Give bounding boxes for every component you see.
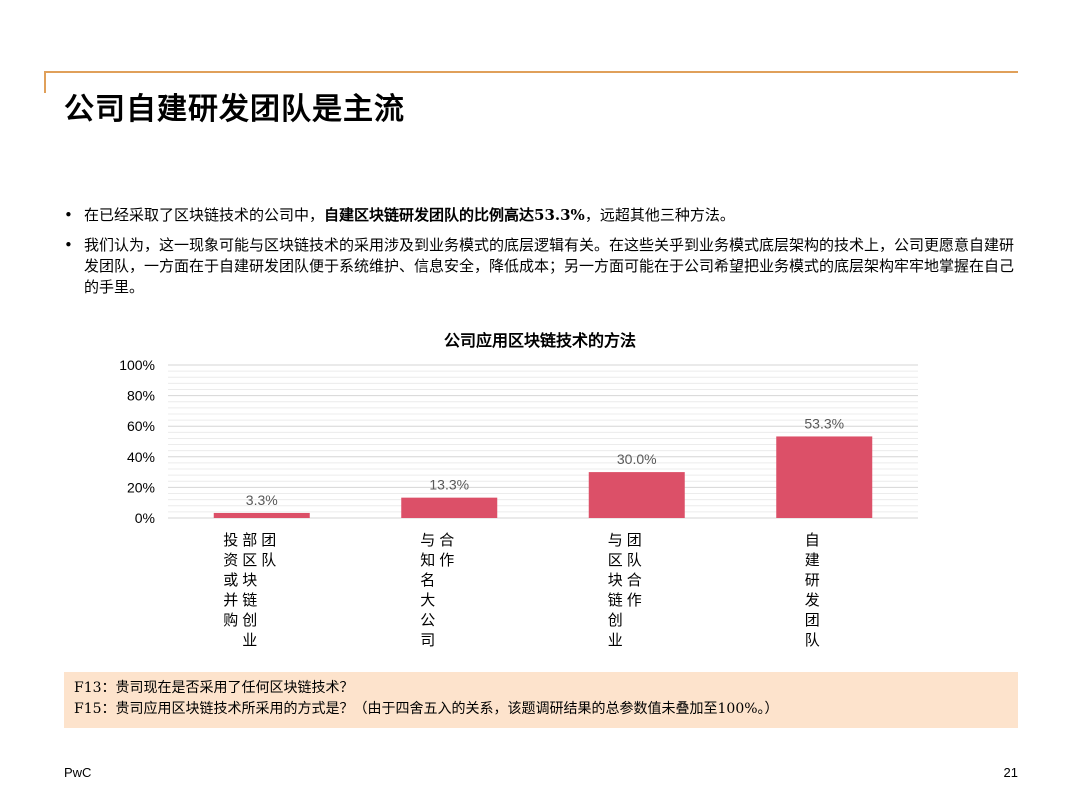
page-title: 公司自建研发团队是主流 [64, 92, 405, 127]
data-label: 53.3% [804, 415, 844, 431]
y-tick-label: 80% [127, 388, 155, 404]
y-tick-label: 0% [135, 510, 155, 526]
category-label: 团队合作 [627, 532, 642, 609]
bullet-1: 在已经采取了区块链技术的公司中，自建区块链研发团队的比例高达53.3%，远超其他… [64, 205, 1024, 226]
notes-box: F13：贵司现在是否采用了任何区块链技术？ F15：贵司应用区块链技术所采用的方… [64, 672, 1018, 728]
bullet-1-bold: 自建区块链研发团队的比例高达53.3% [324, 206, 585, 224]
y-tick-label: 60% [127, 418, 155, 434]
category-label: 团队 [261, 532, 276, 569]
note-f15: F15：贵司应用区块链技术所采用的方式是？（由于四舍五入的关系，该题调研结果的总… [74, 701, 779, 717]
category-label: 与知名大公司 [420, 532, 435, 649]
bar [401, 497, 498, 518]
y-tick-label: 100% [119, 357, 155, 373]
footer-brand: PwC [64, 765, 92, 780]
top-rule [44, 71, 1018, 73]
category-label: 部区块链创业 [242, 532, 257, 649]
top-rule-tick [44, 71, 46, 93]
category-label: 投资或并购 [223, 532, 238, 629]
bar [213, 512, 310, 518]
chart-title: 公司应用区块链技术的方法 [443, 331, 636, 350]
data-label: 3.3% [246, 492, 278, 508]
data-label: 30.0% [617, 451, 657, 467]
bullet-1-before: 在已经采取了区块链技术的公司中， [84, 206, 325, 224]
y-tick-label: 40% [127, 449, 155, 465]
bar [776, 436, 873, 518]
bullet-list: 在已经采取了区块链技术的公司中，自建区块链研发团队的比例高达53.3%，远超其他… [64, 205, 1024, 307]
category-label: 与区块链创业 [608, 532, 623, 649]
category-label: 自建研发团队 [805, 532, 820, 649]
data-label: 13.3% [429, 477, 469, 493]
bullet-2: 我们认为，这一现象可能与区块链技术的采用涉及到业务模式的底层逻辑有关。在这些关乎… [64, 235, 1024, 298]
bar [588, 472, 685, 518]
page-number: 21 [1003, 765, 1018, 780]
y-tick-label: 20% [127, 479, 155, 495]
bullet-2-text: 我们认为，这一现象可能与区块链技术的采用涉及到业务模式的底层逻辑有关。在这些关乎… [84, 236, 1015, 296]
bullet-1-after: ，远超其他三种方法。 [584, 206, 735, 224]
category-label: 合作 [439, 532, 454, 569]
note-f13: F13：贵司现在是否采用了任何区块链技术？ [74, 680, 354, 696]
